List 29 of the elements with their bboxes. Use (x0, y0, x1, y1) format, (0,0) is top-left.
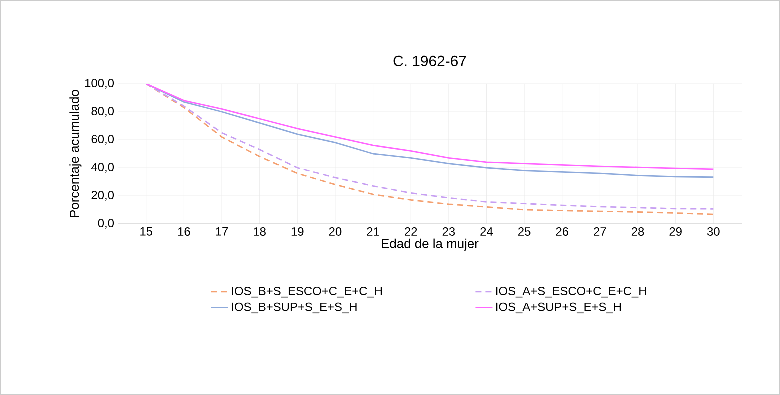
chart-title: C. 1962-67 (394, 56, 466, 66)
x-axis-title: Edad de la mujer (382, 238, 479, 251)
x-tick-label: 17 (216, 228, 228, 236)
x-tick-label: 25 (518, 228, 531, 236)
x-tick-label: 15 (140, 228, 153, 236)
x-tick-label: 28 (632, 228, 644, 236)
legend-label: IOS_A+SUP+S_E+S_H (496, 302, 622, 314)
x-tick-label: 24 (480, 228, 494, 236)
x-tick-label: 21 (367, 228, 380, 236)
x-tick-label: 29 (670, 228, 682, 236)
x-tick-label: 22 (405, 228, 418, 236)
x-tick-label: 27 (594, 228, 606, 236)
legend-label: IOS_A+S_ESCO+C_E+C_H (496, 286, 646, 298)
y-axis-title: Porcentaje acumulado (70, 90, 82, 218)
x-tick-label: 20 (329, 228, 342, 236)
legend-label: IOS_B+SUP+S_E+S_H (232, 302, 357, 314)
y-tick-label: 60,0 (92, 135, 114, 145)
y-tick-label: 40,0 (91, 163, 114, 173)
x-tick-label: 23 (442, 228, 456, 236)
x-tick-label: 26 (556, 228, 568, 236)
y-tick-label: 100,0 (85, 79, 114, 89)
y-tick-label: 0,0 (98, 219, 114, 229)
x-tick-label: 16 (178, 228, 190, 236)
legend-label: IOS_B+S_ESCO+C_E+C_H (232, 286, 382, 298)
x-tick-label: 18 (254, 228, 266, 236)
x-tick-label: 30 (707, 228, 720, 236)
x-tick-label: 19 (292, 228, 304, 236)
y-tick-label: 80,0 (92, 107, 114, 117)
y-tick-label: 20,0 (92, 191, 114, 201)
